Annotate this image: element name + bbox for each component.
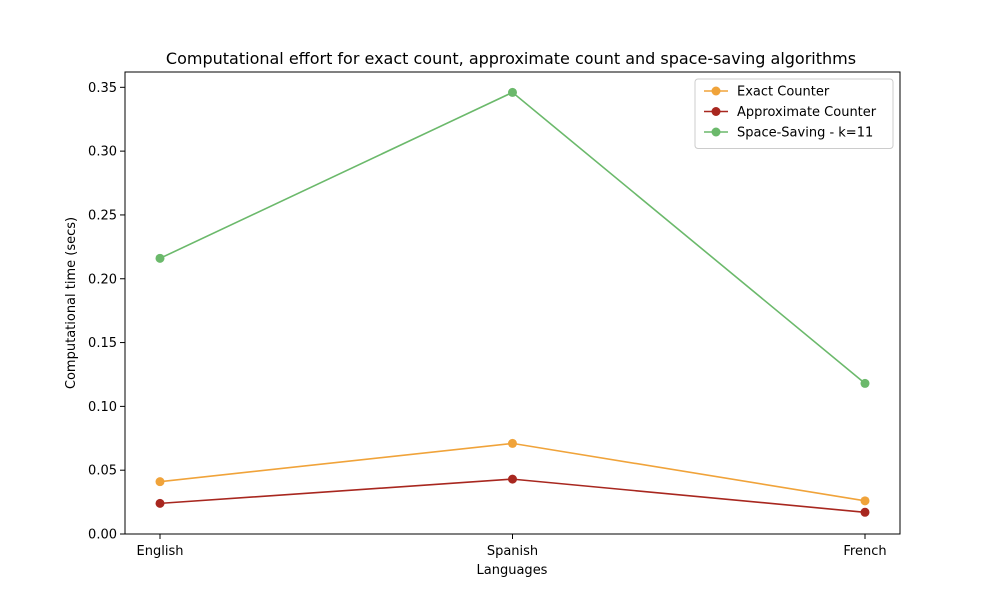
data-point xyxy=(508,474,517,484)
legend: Exact Counter Approximate Counter Space-Sa… xyxy=(694,78,894,149)
legend-swatch-marker xyxy=(711,86,721,96)
y-tick-label: 0.05 xyxy=(88,464,117,479)
x-axis-label: Languages xyxy=(477,563,548,578)
legend-entry-label: Exact Counter xyxy=(737,85,830,100)
y-axis: 0.00 0.05 0.10 0.15 0.20 0.25 0.30 0.35 xyxy=(88,81,125,543)
y-tick-label: 0.15 xyxy=(88,336,117,351)
data-point xyxy=(860,507,870,517)
x-tick-label: English xyxy=(137,544,184,559)
legend-box xyxy=(694,78,894,149)
y-axis-label: Computational time (secs) xyxy=(64,217,79,389)
legend-entry-label: Approximate Counter xyxy=(737,105,877,120)
plot-frame xyxy=(124,71,901,535)
x-tick-label: French xyxy=(843,544,886,559)
y-tick-label: 0.00 xyxy=(88,528,117,543)
series-layer xyxy=(155,87,870,517)
y-tick-label: 0.30 xyxy=(88,145,117,160)
y-tick-label: 0.20 xyxy=(88,272,117,287)
x-tick-label: Spanish xyxy=(487,544,538,559)
y-tick-label: 0.25 xyxy=(88,208,117,223)
data-point xyxy=(508,438,517,448)
y-tick-label: 0.10 xyxy=(88,400,117,415)
y-tick-label: 0.35 xyxy=(88,81,117,96)
data-point xyxy=(155,498,165,508)
legend-swatch-marker xyxy=(711,127,721,137)
data-point xyxy=(508,87,517,97)
data-point xyxy=(860,496,870,506)
legend-entry-label: Space-Saving - k=11 xyxy=(737,126,873,141)
data-point xyxy=(155,253,165,263)
data-point xyxy=(860,378,870,388)
chart-title: Computational effort for exact count, ap… xyxy=(166,49,856,68)
data-point xyxy=(155,477,165,487)
legend-swatch-marker xyxy=(711,107,721,116)
x-axis: English Spanish French xyxy=(137,534,887,559)
